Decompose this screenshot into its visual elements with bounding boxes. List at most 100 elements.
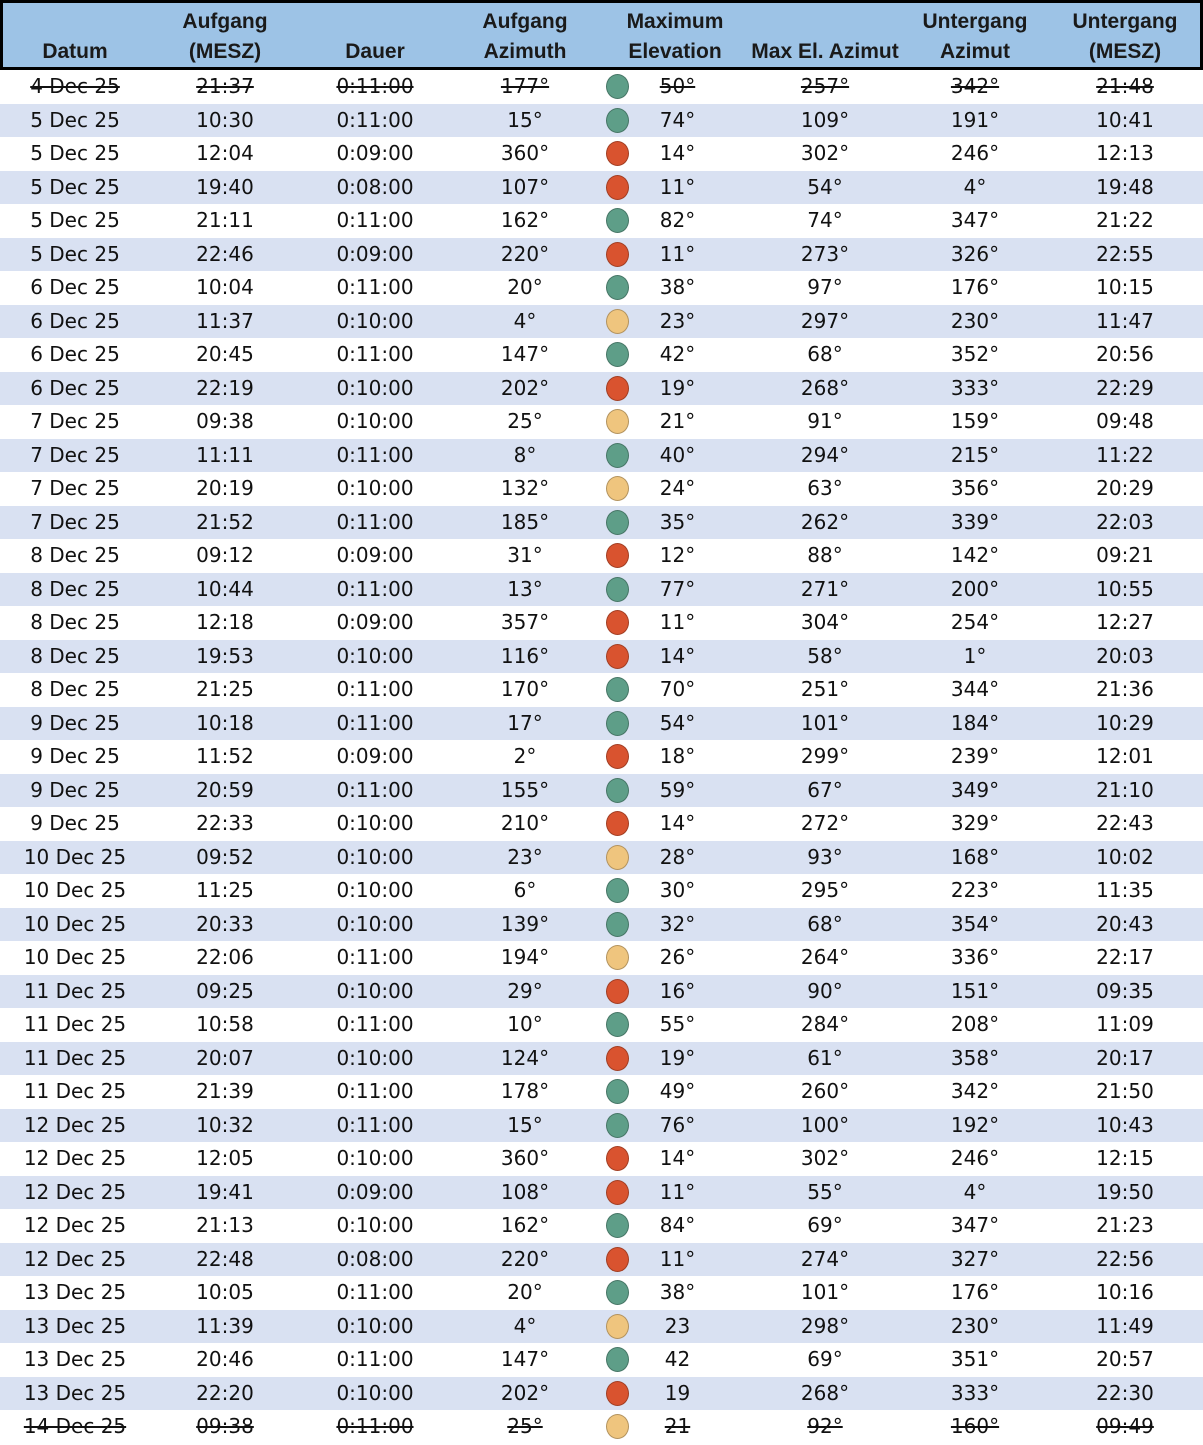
rise-azimuth-cell: 147° bbox=[450, 1343, 600, 1377]
date: 8 Dec 25 bbox=[30, 576, 120, 601]
set-azimuth: 336° bbox=[950, 945, 1000, 969]
table-row: 12 Dec 25 19:41 0:09:00 108° 11° 55° 4° 19:50 bbox=[0, 1175, 1203, 1210]
rise-azimuth: 170° bbox=[500, 677, 550, 701]
max-elevation: 16° bbox=[659, 978, 696, 1003]
set-azimuth: 358° bbox=[950, 1045, 1000, 1070]
date-cell: 13 Dec 25 bbox=[0, 1276, 150, 1310]
set-azimuth-cell: 184° bbox=[900, 707, 1050, 741]
max-elevation-cell: 26° bbox=[640, 941, 715, 975]
max-elevation-cell: 12° bbox=[640, 539, 715, 573]
set-time-cell: 09:21 bbox=[1050, 539, 1200, 573]
set-time: 11:49 bbox=[1096, 1313, 1154, 1338]
set-time: 22:30 bbox=[1096, 1380, 1154, 1405]
rise-time-cell: 20:59 bbox=[150, 774, 300, 808]
date-cell: 11 Dec 25 bbox=[0, 1008, 150, 1042]
rise-azimuth-cell: 210° bbox=[450, 807, 600, 841]
set-azimuth-cell: 223° bbox=[900, 874, 1050, 908]
set-azimuth: 342° bbox=[950, 74, 1000, 98]
date-cell: 10 Dec 25 bbox=[0, 941, 150, 975]
max-el-azimuth: 68° bbox=[807, 911, 843, 936]
rise-time: 09:38 bbox=[196, 409, 254, 433]
set-azimuth-cell: 333° bbox=[900, 1377, 1050, 1411]
rise-time: 12:05 bbox=[196, 1146, 254, 1170]
set-azimuth: 351° bbox=[950, 1347, 1000, 1371]
rise-time: 21:13 bbox=[196, 1213, 254, 1237]
table-row: 8 Dec 25 21:25 0:11:00 170° 70° 251° 344° 21:36 bbox=[0, 673, 1203, 707]
duration: 0:10:00 bbox=[336, 911, 414, 936]
status-dot-icon bbox=[606, 576, 629, 602]
status-dot-icon bbox=[606, 677, 629, 702]
rise-time: 22:06 bbox=[196, 945, 254, 969]
status-dot-icon bbox=[606, 275, 629, 300]
max-el-azimuth-cell: 274° bbox=[750, 1243, 900, 1277]
set-azimuth-cell: 4° bbox=[900, 171, 1050, 205]
rise-time-cell: 21:25 bbox=[150, 673, 300, 707]
rise-time: 20:19 bbox=[196, 476, 254, 500]
set-time: 20:17 bbox=[1096, 1045, 1154, 1070]
rise-azimuth-cell: 15° bbox=[450, 104, 600, 138]
set-time: 20:03 bbox=[1096, 643, 1154, 668]
date-cell: 8 Dec 25 bbox=[0, 539, 150, 573]
max-elevation: 11° bbox=[659, 610, 696, 634]
set-azimuth-cell: 160° bbox=[900, 1410, 1050, 1444]
set-time-cell: 19:50 bbox=[1050, 1176, 1200, 1210]
set-azimuth: 333° bbox=[950, 375, 1000, 400]
set-azimuth: 151° bbox=[950, 978, 1000, 1003]
max-el-azimuth: 284° bbox=[800, 1012, 850, 1036]
rise-time: 10:32 bbox=[196, 1112, 254, 1137]
max-elevation-cell: 76° bbox=[640, 1109, 715, 1143]
set-time-cell: 22:43 bbox=[1050, 807, 1200, 841]
set-time: 20:56 bbox=[1096, 342, 1154, 366]
set-azimuth-cell: 327° bbox=[900, 1243, 1050, 1277]
date: 7 Dec 25 bbox=[30, 509, 120, 534]
set-time-cell: 22:30 bbox=[1050, 1377, 1200, 1411]
rise-azimuth: 29° bbox=[507, 978, 543, 1003]
max-el-azimuth-cell: 262° bbox=[750, 506, 900, 540]
max-el-azimuth: 268° bbox=[800, 375, 850, 400]
max-elevation: 19 bbox=[664, 1380, 691, 1405]
date: 7 Dec 25 bbox=[30, 442, 120, 467]
rise-time: 11:11 bbox=[196, 442, 254, 467]
status-dot-icon bbox=[606, 911, 629, 937]
table-header: Datum Aufgang (MESZ) Dauer Aufgang Azimuth M… bbox=[0, 0, 1203, 70]
max-el-azimuth: 262° bbox=[800, 509, 850, 534]
status-dot-icon bbox=[606, 978, 629, 1004]
set-azimuth: 254° bbox=[950, 610, 1000, 634]
table-row: 6 Dec 25 20:45 0:11:00 147° 42° 68° 352° 20:56 bbox=[0, 338, 1203, 372]
duration: 0:10:00 bbox=[336, 643, 414, 668]
max-elevation-cell: 11° bbox=[640, 1243, 715, 1277]
duration: 0:11:00 bbox=[336, 107, 414, 132]
max-el-azimuth: 93° bbox=[807, 844, 843, 869]
set-time-cell: 11:09 bbox=[1050, 1008, 1200, 1042]
rise-azimuth: 6° bbox=[513, 878, 537, 902]
set-azimuth: 342° bbox=[950, 1079, 1000, 1103]
duration: 0:10:00 bbox=[336, 476, 414, 500]
rise-azimuth: 220° bbox=[500, 241, 550, 266]
rise-time-cell: 10:44 bbox=[150, 573, 300, 607]
rise-time: 12:18 bbox=[196, 610, 254, 634]
duration: 0:08:00 bbox=[336, 174, 414, 199]
duration: 0:10:00 bbox=[336, 1045, 414, 1070]
set-azimuth: 327° bbox=[950, 1246, 1000, 1271]
rise-time: 20:59 bbox=[196, 777, 254, 802]
rise-azimuth: 20° bbox=[507, 275, 543, 299]
column-header: Aufgang (MESZ) bbox=[182, 10, 268, 63]
date: 6 Dec 25 bbox=[30, 275, 120, 299]
rise-azimuth: 360° bbox=[500, 141, 550, 165]
rise-azimuth-cell: 6° bbox=[450, 874, 600, 908]
max-elevation: 35° bbox=[659, 509, 696, 534]
set-time-cell: 22:17 bbox=[1050, 941, 1200, 975]
max-el-azimuth-cell: 68° bbox=[750, 908, 900, 942]
date-cell: 11 Dec 25 bbox=[0, 1042, 150, 1076]
table-row: 8 Dec 25 09:12 0:09:00 31° 12° 88° 142° 09:21 bbox=[0, 539, 1203, 573]
max-el-azimuth: 297° bbox=[800, 308, 850, 333]
set-time: 22:17 bbox=[1096, 945, 1154, 969]
duration: 0:10:00 bbox=[336, 978, 414, 1003]
duration-cell: 0:10:00 bbox=[300, 908, 450, 942]
duration-cell: 0:08:00 bbox=[300, 1243, 450, 1277]
duration-cell: 0:11:00 bbox=[300, 1343, 450, 1377]
rise-azimuth-cell: 10° bbox=[450, 1008, 600, 1042]
rise-azimuth-cell: 177° bbox=[450, 70, 600, 104]
table-row: 13 Dec 25 20:46 0:11:00 147° 42 69° 351° 20:57 bbox=[0, 1343, 1203, 1377]
set-time: 19:48 bbox=[1096, 174, 1154, 199]
